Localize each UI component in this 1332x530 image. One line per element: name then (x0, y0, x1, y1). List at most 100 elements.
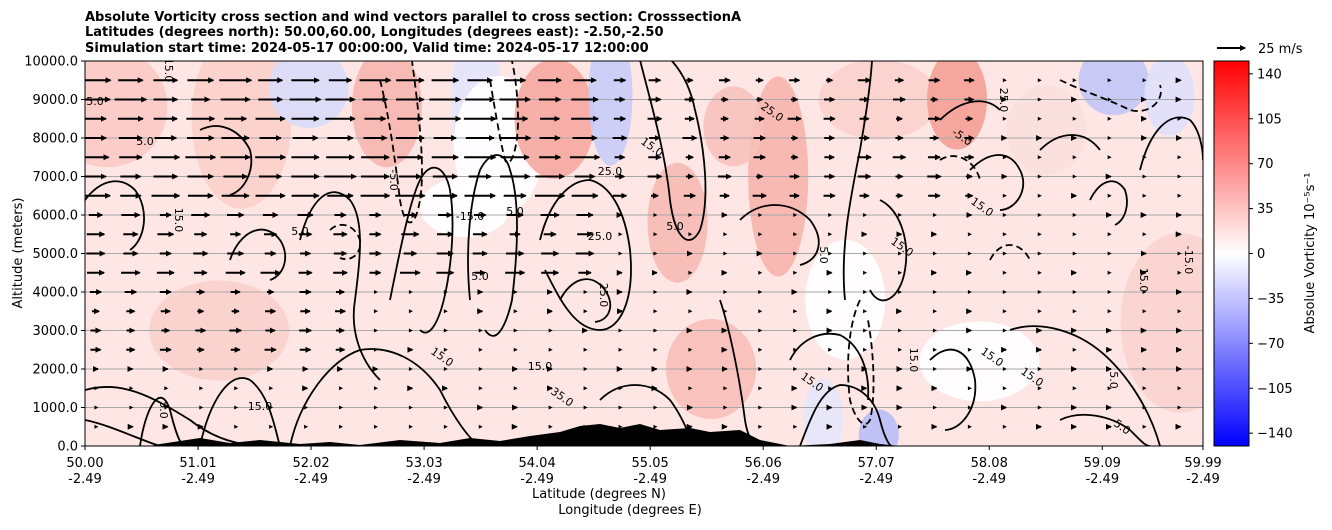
x-tick-label-lat: 57.07 (858, 456, 895, 471)
wind-vector (793, 367, 798, 371)
y-tick-label: 3000.0 (33, 324, 79, 339)
contour-label: 5.0 (157, 401, 170, 419)
colorbar-tick-label: 35 (1257, 202, 1274, 217)
x-tick-label-lon: -2.49 (1085, 472, 1119, 487)
wind-vector (1002, 193, 1007, 198)
wind-vector (1107, 232, 1112, 237)
wind-vector (129, 386, 134, 391)
wind-vector (758, 213, 763, 217)
wind-vector (1037, 155, 1042, 160)
contour-label: -15.0 (456, 210, 484, 223)
wind-vector (234, 424, 239, 429)
wind-vector (932, 405, 937, 410)
y-tick-label: 7000.0 (33, 170, 79, 185)
wind-vector (408, 367, 413, 371)
wind-vector (1037, 405, 1042, 410)
wind-vector (1037, 367, 1042, 371)
wind-vector (688, 232, 693, 237)
vorticity-blob (1144, 61, 1195, 136)
title-line-2: Latitudes (degrees north): 50.00,60.00, … (85, 25, 664, 40)
wind-vector (793, 270, 798, 275)
contour-line (869, 199, 908, 302)
contour-label: 15.0 (172, 208, 185, 233)
x-tick-label-lon: -2.49 (859, 472, 893, 487)
wind-vector (1072, 309, 1077, 314)
contour-label: 5.0 (666, 220, 684, 233)
wind-vector (443, 328, 448, 333)
x-tick-label-lon: -2.49 (746, 472, 780, 487)
wind-vector (688, 213, 693, 217)
wind-vector (199, 405, 204, 410)
wind-vector (653, 290, 658, 294)
wind-vector (653, 424, 658, 429)
x-tick-label-lat: 50.00 (66, 456, 103, 471)
wind-vector (758, 347, 763, 352)
wind-vector (199, 367, 204, 371)
wind-vector (408, 328, 413, 333)
x-tick-label-lat: 59.99 (1184, 456, 1221, 471)
contour-label: -15.0 (1182, 246, 1195, 274)
wind-vector (793, 328, 798, 333)
wind-vector (373, 347, 378, 352)
wind-vector (967, 405, 972, 410)
vorticity-blob (191, 61, 292, 209)
y-axis-label: Altitude (meters) (11, 198, 26, 309)
colorbar-tick-label: 140 (1257, 67, 1282, 82)
wind-vector (793, 251, 798, 256)
wind-vector (548, 347, 553, 352)
x-axis-label-longitude: Longitude (degrees E) (558, 503, 702, 518)
wind-vector (269, 405, 274, 410)
wind-vector (863, 347, 868, 352)
x-tick-label-lon: -2.49 (520, 472, 554, 487)
wind-vector (1037, 97, 1042, 102)
wind-vector (1177, 251, 1182, 256)
contour-line (1139, 116, 1203, 171)
vorticity-blob (420, 177, 511, 238)
wind-vector (1107, 270, 1112, 275)
colorbar-tick-label: −105 (1257, 382, 1293, 397)
contour-label: 5.0 (1107, 371, 1120, 389)
wind-vector (618, 232, 623, 237)
wind-vector (1002, 232, 1007, 237)
wind-vector (1142, 424, 1147, 429)
wind-vector (1002, 328, 1007, 333)
wind-vector (234, 386, 239, 391)
vorticity-blob (1006, 85, 1087, 176)
wind-vector (234, 405, 239, 410)
wind-vector (443, 405, 448, 410)
wind-vector (828, 367, 833, 371)
wind-vector (1142, 193, 1147, 198)
wind-vector (373, 405, 378, 410)
contour-label: 5.0 (506, 205, 524, 218)
wind-vector (793, 232, 798, 237)
chart-title: Absolute Vorticity cross section and win… (85, 10, 741, 56)
vorticity-blob (919, 321, 1040, 402)
x-tick-label-lat: 52.02 (292, 456, 329, 471)
contour-line (199, 377, 281, 446)
wind-vector (129, 405, 134, 410)
x-tick-label-lon: -2.49 (294, 472, 328, 487)
x-tick-label-lon: -2.49 (68, 472, 102, 487)
wind-vector (898, 290, 903, 294)
wind-vector (863, 328, 868, 333)
colorbar-tick-label: 70 (1257, 157, 1274, 172)
wind-vector (653, 347, 658, 352)
x-tick-label-lat: 59.09 (1084, 456, 1121, 471)
wind-vector (758, 270, 763, 275)
colorbar-tick-label: −35 (1257, 292, 1284, 307)
contour-label: 25.0 (597, 283, 610, 308)
wind-vector (1037, 174, 1042, 179)
wind-vector (583, 386, 588, 391)
wind-vector (653, 405, 658, 410)
contour-line-negative (847, 299, 875, 425)
wind-vector (653, 232, 658, 237)
wind-vector (932, 251, 937, 256)
wind-vector (478, 424, 483, 429)
wind-vector (898, 251, 903, 256)
wind-vector (653, 309, 658, 314)
wind-vector (828, 232, 833, 237)
wind-vector (1107, 78, 1112, 83)
wind-vector (758, 309, 763, 314)
wind-vector (513, 290, 518, 294)
